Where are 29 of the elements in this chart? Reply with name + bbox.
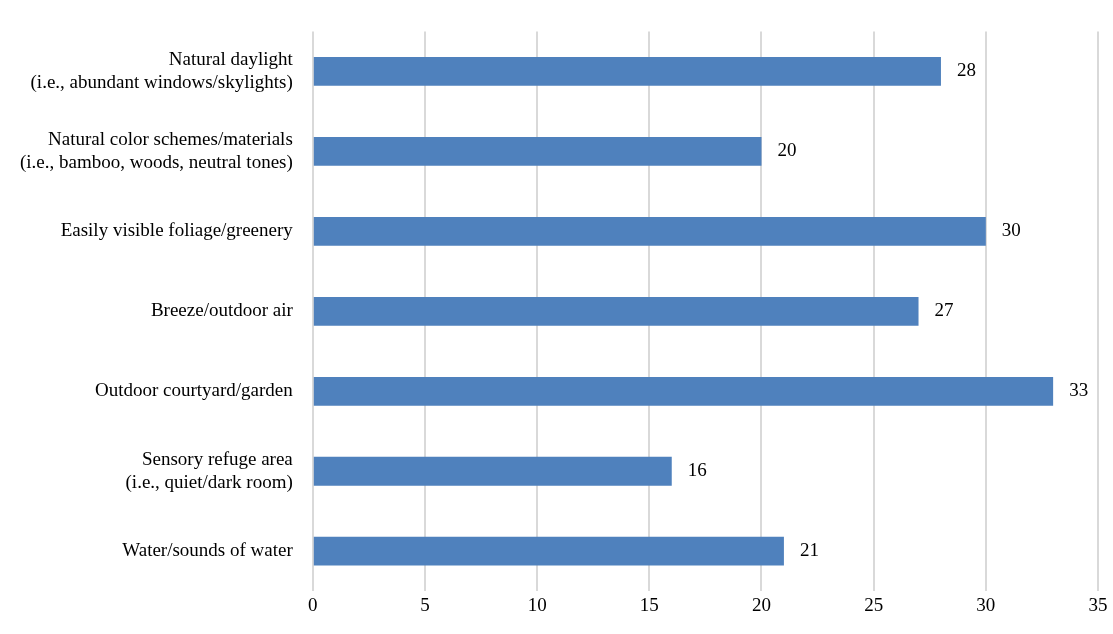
x-tick-label: 30: [976, 593, 996, 615]
x-tick-label: 5: [420, 593, 430, 615]
y-tick-label: Sensory refuge area (i.e., quiet/dark room): [125, 447, 294, 493]
bar: [313, 456, 672, 486]
y-tick-label: Breeze/outdoor air: [150, 299, 294, 321]
bar: [313, 536, 784, 566]
bar: [313, 376, 1054, 406]
x-tick-label: 35: [1088, 593, 1108, 615]
data-label: 27: [934, 299, 954, 321]
y-tick-label: Natural daylight (i.e., abundant windows/skylights): [30, 47, 294, 93]
x-tick-label: 20: [751, 593, 771, 615]
y-tick-label: Outdoor courtyard/garden: [94, 379, 294, 401]
data-label: 20: [777, 139, 797, 161]
data-label: 30: [1001, 219, 1021, 241]
y-tick-label: Water/sounds of water: [122, 539, 294, 561]
bar: [313, 56, 941, 86]
x-tick-label: 25: [864, 593, 884, 615]
data-label: 33: [1069, 379, 1089, 401]
x-tick-label: 15: [639, 593, 659, 615]
bar: [313, 216, 986, 246]
y-tick-label: Easily visible foliage/greenery: [60, 219, 294, 241]
bar: [313, 296, 919, 326]
data-label: 28: [956, 59, 976, 81]
data-label: 21: [799, 539, 819, 561]
x-tick-label: 10: [527, 593, 547, 615]
bar: [313, 136, 762, 166]
y-tick-label: Natural color schemes/materials (i.e., bamboo, woods, neutral tones): [19, 127, 293, 173]
data-label: 16: [687, 459, 707, 481]
x-tick-label: 0: [308, 593, 318, 615]
